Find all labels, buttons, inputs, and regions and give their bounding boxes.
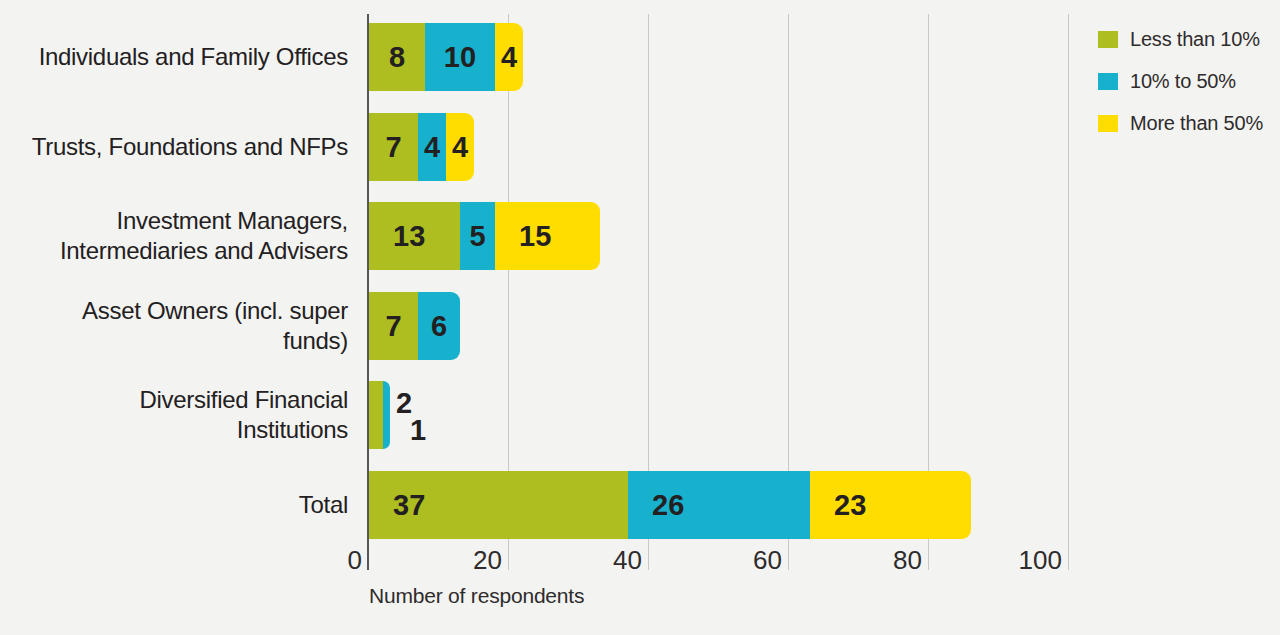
- bar-value-label: 4: [418, 113, 446, 181]
- legend-swatch: [1098, 115, 1118, 132]
- bar-value-label: 1: [410, 415, 426, 445]
- x-tick-label: 100: [982, 545, 1062, 576]
- bar-value-label: 37: [393, 471, 425, 539]
- stacked-bar-chart: Individuals and Family Offices8104Trusts…: [0, 0, 1280, 635]
- category-label-line: Intermediaries and Advisers: [60, 236, 348, 266]
- bar-value-label: 4: [495, 23, 523, 91]
- bar-segment: [369, 381, 383, 449]
- x-tick-label: 0: [282, 545, 362, 576]
- legend-item: 10% to 50%: [1098, 69, 1236, 93]
- x-tick-label: 40: [562, 545, 642, 576]
- bar-value-label: 5: [460, 202, 495, 270]
- legend-swatch: [1098, 31, 1118, 48]
- bar-value-label: 4: [446, 113, 474, 181]
- y-axis-line: [367, 14, 369, 570]
- category-label: Trusts, Foundations and NFPs: [0, 113, 348, 181]
- bar-value-label: 7: [369, 292, 418, 360]
- x-tick-label: 80: [842, 545, 922, 576]
- category-label: Investment Managers,Intermediaries and A…: [0, 202, 348, 270]
- bar-value-label: 6: [418, 292, 460, 360]
- bar-value-label: 8: [369, 23, 425, 91]
- bar-value-label: 23: [834, 471, 866, 539]
- category-label: Diversified FinancialInstitutions: [0, 381, 348, 449]
- category-label-line: Asset Owners (incl. super: [82, 296, 348, 326]
- bar-value-label: 10: [425, 23, 495, 91]
- bar-value-label: 15: [519, 202, 551, 270]
- category-label-line: funds): [283, 326, 348, 356]
- gridline: [1068, 14, 1069, 570]
- category-label-line: Institutions: [237, 415, 348, 445]
- category-label-line: Trusts, Foundations and NFPs: [32, 132, 348, 162]
- legend-label: Less than 10%: [1130, 28, 1260, 51]
- category-label-line: Total: [299, 490, 348, 520]
- bar-value-label: 7: [369, 113, 418, 181]
- category-label: Asset Owners (incl. superfunds): [0, 292, 348, 360]
- legend-label: 10% to 50%: [1130, 70, 1236, 93]
- x-tick-label: 60: [702, 545, 782, 576]
- category-label-line: Diversified Financial: [140, 385, 348, 415]
- legend-label: More than 50%: [1130, 112, 1263, 135]
- bar-value-label: 13: [393, 202, 425, 270]
- bar-segment: [383, 381, 390, 449]
- x-axis-title: Number of respondents: [369, 584, 584, 608]
- legend-item: Less than 10%: [1098, 27, 1260, 51]
- bar-value-label: 26: [652, 471, 684, 539]
- category-label-line: Investment Managers,: [117, 206, 348, 236]
- category-label-line: Individuals and Family Offices: [39, 42, 348, 72]
- category-label: Individuals and Family Offices: [0, 23, 348, 91]
- category-label: Total: [0, 471, 348, 539]
- legend-item: More than 50%: [1098, 111, 1263, 135]
- x-tick-label: 20: [422, 545, 502, 576]
- legend-swatch: [1098, 73, 1118, 90]
